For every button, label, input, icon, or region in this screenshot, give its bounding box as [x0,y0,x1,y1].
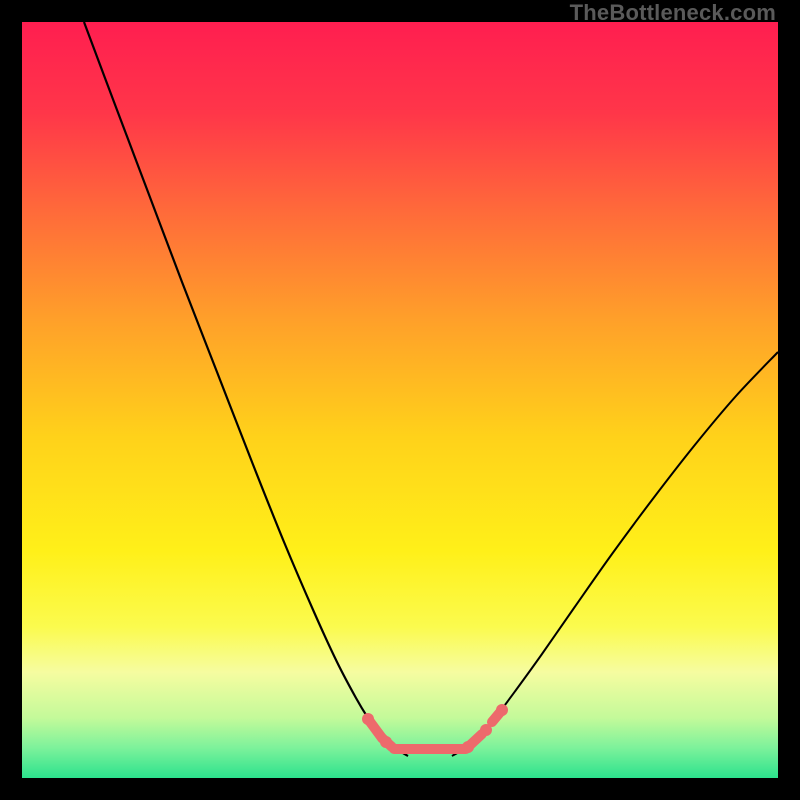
bottom-dot-4 [496,704,508,716]
curve-layer [22,22,778,778]
curve-left-branch [84,22,408,756]
bottom-dot-0 [362,713,374,725]
bottom-dot-2 [462,741,474,753]
curve-right-branch [452,352,778,756]
watermark-text: TheBottleneck.com [570,0,776,26]
bottom-dot-3 [480,724,492,736]
plot-area [22,22,778,778]
bottom-dot-1 [380,736,392,748]
chart-frame: TheBottleneck.com [0,0,800,800]
